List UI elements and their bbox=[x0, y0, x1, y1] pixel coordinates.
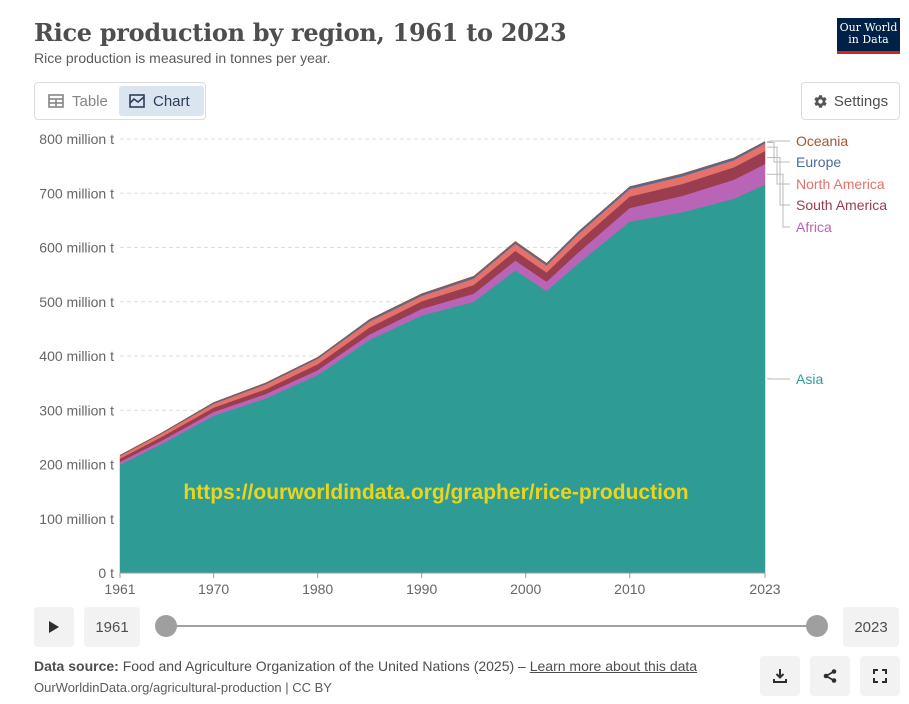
timeline-handle-end[interactable] bbox=[806, 615, 828, 637]
owid-logo[interactable]: Our World in Data bbox=[837, 18, 900, 54]
x-tick-label: 2023 bbox=[749, 581, 780, 597]
legend-label: Asia bbox=[796, 371, 823, 387]
download-icon bbox=[773, 669, 787, 683]
timeline-handle-start[interactable] bbox=[155, 615, 177, 637]
x-tick-label: 1970 bbox=[198, 581, 229, 597]
table-icon bbox=[48, 94, 64, 108]
x-tick-label: 1961 bbox=[104, 581, 135, 597]
source-label: Data source: bbox=[34, 658, 119, 674]
page-title: Rice production by region, 1961 to 2023 bbox=[34, 18, 567, 47]
data-source: Data source: Food and Agriculture Organi… bbox=[34, 658, 697, 674]
y-tick-label: 600 million t bbox=[39, 240, 114, 256]
y-tick-label: 300 million t bbox=[39, 402, 114, 418]
legend-connector bbox=[767, 173, 790, 228]
legend-connector bbox=[767, 156, 790, 206]
area-asia bbox=[119, 184, 766, 574]
area-oceania bbox=[119, 141, 766, 456]
tab-table-label: Table bbox=[72, 92, 108, 110]
area-chart-icon bbox=[129, 94, 145, 108]
gear-icon bbox=[814, 94, 827, 108]
legend-connector bbox=[767, 140, 790, 143]
x-tick-label: 1980 bbox=[302, 581, 333, 597]
y-tick-label: 400 million t bbox=[39, 348, 114, 364]
timeline-end-year[interactable]: 2023 bbox=[843, 607, 899, 647]
x-tick-label: 1990 bbox=[406, 581, 437, 597]
tab-chart[interactable]: Chart bbox=[119, 86, 204, 116]
learn-more-link[interactable]: Learn more about this data bbox=[529, 658, 698, 674]
download-button[interactable] bbox=[760, 656, 800, 696]
tab-chart-label: Chart bbox=[153, 92, 190, 110]
settings-label: Settings bbox=[833, 92, 889, 110]
play-button[interactable] bbox=[34, 607, 74, 647]
source-url-license: OurWorldinData.org/agricultural-producti… bbox=[34, 680, 332, 695]
watermark-url: https://ourworldindata.org/grapher/rice-… bbox=[183, 481, 688, 504]
x-tick-label: 2000 bbox=[510, 581, 541, 597]
logo-line-1: Our World bbox=[839, 21, 898, 34]
y-tick-label: 100 million t bbox=[39, 511, 114, 527]
page-subtitle: Rice production is measured in tonnes pe… bbox=[34, 50, 331, 66]
legend-label: South America bbox=[796, 197, 887, 213]
y-tick-label: 500 million t bbox=[39, 294, 114, 310]
legend-label: Oceania bbox=[796, 133, 848, 149]
fullscreen-button[interactable] bbox=[860, 656, 900, 696]
timeline-track[interactable] bbox=[166, 625, 817, 627]
x-tick-label: 2010 bbox=[614, 581, 645, 597]
view-tabs: Table Chart bbox=[34, 82, 206, 120]
chart-svg: 0 t 100 million t 200 million t 300 million… bbox=[39, 131, 887, 597]
legend-label: Africa bbox=[796, 219, 832, 235]
legend-label: North America bbox=[796, 176, 885, 192]
y-tick-label: 0 t bbox=[98, 565, 114, 581]
expand-icon bbox=[873, 669, 887, 683]
timeline-start-year[interactable]: 1961 bbox=[84, 607, 140, 647]
settings-button[interactable]: Settings bbox=[801, 82, 900, 120]
source-text: Food and Agriculture Organization of the… bbox=[122, 658, 526, 674]
logo-line-2: in Data bbox=[848, 33, 889, 46]
play-icon bbox=[49, 621, 59, 633]
legend-connector bbox=[767, 146, 790, 185]
y-tick-label: 800 million t bbox=[39, 131, 114, 147]
y-tick-label: 700 million t bbox=[39, 185, 114, 201]
legend-connector bbox=[767, 142, 790, 163]
share-button[interactable] bbox=[810, 656, 850, 696]
tab-table[interactable]: Table bbox=[38, 86, 118, 116]
share-icon bbox=[823, 669, 837, 683]
y-tick-label: 200 million t bbox=[39, 457, 114, 473]
legend-label: Europe bbox=[796, 154, 841, 170]
